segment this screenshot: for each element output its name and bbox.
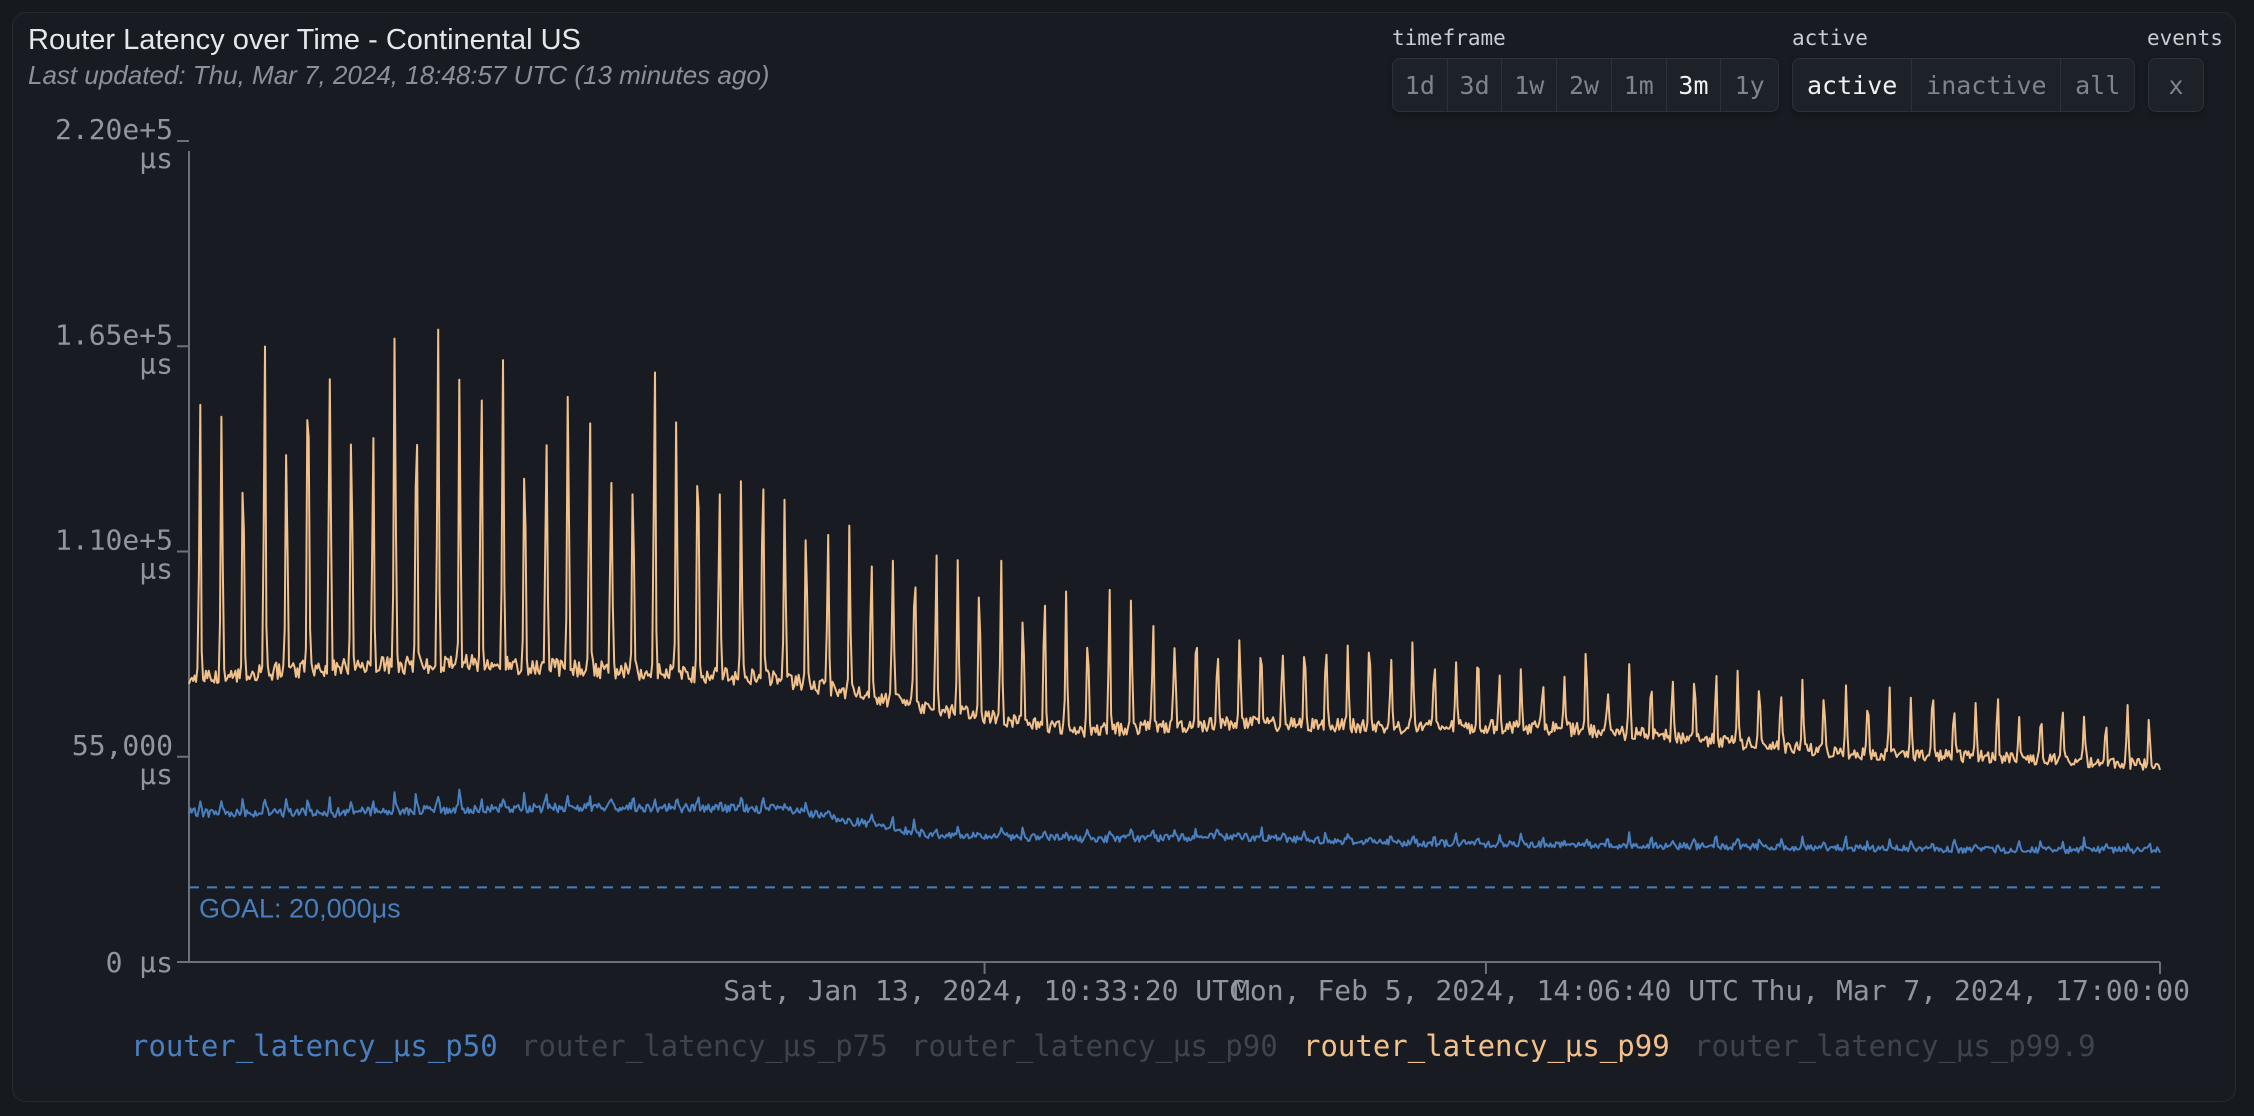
timeframe-option-1w[interactable]: 1w [1502, 59, 1558, 111]
series-line-router-latency-s-p50 [188, 788, 2161, 855]
active-option-all[interactable]: all [2075, 70, 2121, 100]
legend-item-router-latency-s-p75[interactable]: router_latency_μs_p75 [521, 1029, 888, 1063]
y-tick-label: 2.20e+5 μs [55, 113, 173, 175]
active-option-inactive[interactable]: inactive [1912, 59, 2062, 111]
timeframe-option-3m[interactable]: 3m [1667, 59, 1722, 111]
events-toggle-button[interactable]: x [2168, 70, 2184, 100]
series-line-router-latency-s-p99 [188, 328, 2161, 771]
chart-title: Router Latency over Time - Continental U… [28, 24, 581, 56]
x-tick-label: Sat, Jan 13, 2024, 10:33:20 UTC [723, 974, 1246, 1007]
timeframe-option-1y[interactable]: 1y [1734, 70, 1765, 100]
legend-item-router-latency-s-p99-9[interactable]: router_latency_μs_p99.9 [1694, 1029, 2096, 1063]
y-tick-label: 0 μs [106, 946, 173, 979]
active-filter-selector: active inactive all [1792, 58, 2135, 112]
y-tick-label: 55,000 μs [72, 729, 173, 791]
events-label: events [2147, 26, 2223, 50]
timeframe-label: timeframe [1392, 26, 1506, 50]
timeframe-option-2w[interactable]: 2w [1557, 59, 1612, 111]
x-tick-label: Mon, Feb 5, 2024, 14:06:40 UTC [1233, 974, 1739, 1007]
active-option-active[interactable]: active [1793, 59, 1913, 111]
timeframe-option-1m[interactable]: 1m [1612, 59, 1667, 111]
chart-panel [12, 12, 2236, 1102]
events-group: x [2148, 58, 2204, 112]
legend-item-router-latency-s-p99[interactable]: router_latency_μs_p99 [1303, 1029, 1670, 1063]
y-tick-label: 1.10e+5 μs [55, 524, 173, 586]
last-updated-text: Last updated: Thu, Mar 7, 2024, 18:48:57… [28, 60, 770, 90]
chart-legend: router_latency_μs_p50 router_latency_μs_p… [0, 1029, 2254, 1073]
goal-label: GOAL: 20,000μs [199, 893, 401, 923]
x-tick-label: Thu, Mar 7, 2024, 17:00:00 [1752, 974, 2190, 1007]
timeframe-option-1d[interactable]: 1d [1393, 59, 1448, 111]
active-label: active [1792, 26, 1868, 50]
timeframe-selector: 1d 3d 1w 2w 1m 3m 1y [1392, 58, 1779, 112]
timeframe-option-3d[interactable]: 3d [1448, 59, 1503, 111]
legend-item-router-latency-s-p50[interactable]: router_latency_μs_p50 [131, 1029, 498, 1063]
y-tick-label: 1.65e+5 μs [55, 318, 173, 380]
legend-item-router-latency-s-p90[interactable]: router_latency_μs_p90 [911, 1029, 1278, 1063]
